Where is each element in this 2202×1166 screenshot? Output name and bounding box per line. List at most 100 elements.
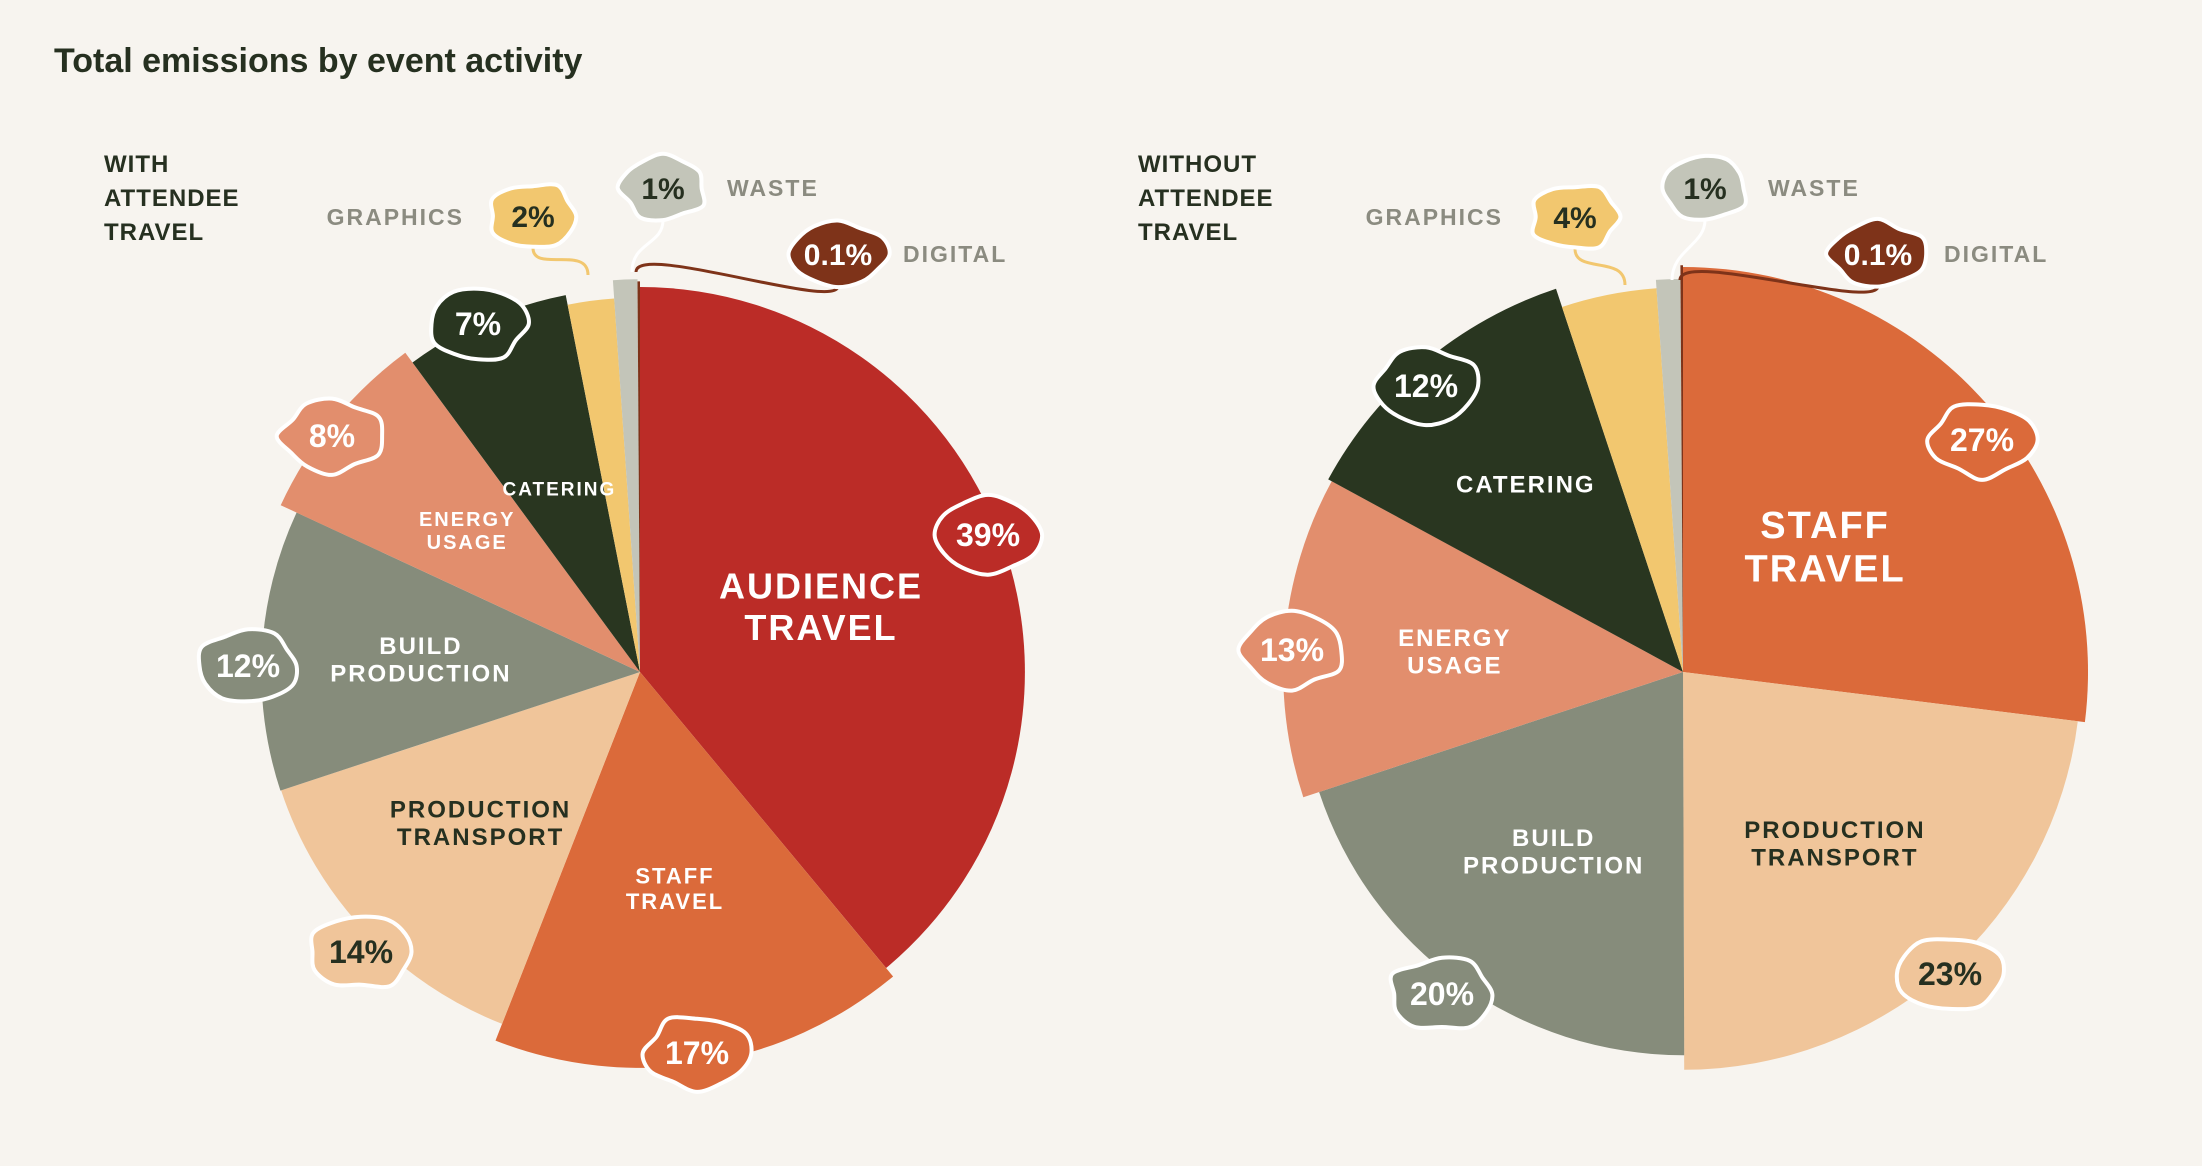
value-badge-graphics [1530,183,1623,251]
slice-production-transport [1683,672,2078,1070]
slice-digital [637,281,640,672]
condition-label-line: TRAVEL [1138,219,1238,246]
value-badge-catering [429,286,531,362]
value-badge-production-transport [1894,937,2006,1012]
slice-label-staff-travel: STAFF TRAVEL [1745,505,1906,591]
slice-label-staff-travel: STAFF TRAVEL [626,864,724,914]
slice-label-line: BUILD [1512,825,1595,852]
slice-label-production-transport: PRODUCTION TRANSPORT [1744,817,1925,872]
value-label-catering: 12% [1394,368,1458,404]
value-badge-digital [1824,216,1929,289]
value-label-build-production: 20% [1410,976,1474,1012]
leader-line-graphics [1573,248,1627,286]
value-badge-staff-travel [1925,402,2040,482]
value-badge-build-production [1388,955,1495,1031]
value-label-staff-travel: 27% [1950,422,2014,458]
value-label-production-transport: 23% [1918,956,1982,992]
slice-label-line: PRODUCTION [330,661,511,688]
slice-label-line: BUILD [379,633,462,660]
value-badge-digital [786,218,892,290]
slice-label-line: TRANSPORT [1751,845,1918,872]
external-label-digital: DIGITAL [903,241,1007,267]
slice-label-build-production: BUILD PRODUCTION [330,633,511,688]
value-badge-energy-usage [274,396,385,477]
leader-line-graphics [531,247,590,276]
value-badge-energy-usage [1236,608,1344,693]
slice-label-line: TRAVEL [1745,549,1906,591]
slice-label-line: USAGE [427,532,508,554]
value-label-build-production: 12% [216,648,280,684]
value-label-energy-usage: 13% [1260,632,1324,668]
leader-line-digital [634,262,840,294]
external-label-graphics: GRAPHICS [1366,204,1503,230]
condition-label-line: TRAVEL [104,219,204,246]
slice-label-catering: CATERING [502,479,616,500]
slice-label-line: PRODUCTION [390,797,571,824]
condition-label-line: WITHOUT [1138,151,1257,178]
value-label-graphics: 4% [1553,202,1596,235]
slice-label-line: PRODUCTION [1744,817,1925,844]
value-badge-waste [1660,153,1748,222]
slice-staff-travel [1683,267,2089,723]
slice-staff-travel [495,672,894,1068]
slice-audience-travel [640,287,1025,968]
slice-waste [1655,279,1683,672]
condition-label: WITH ATTENDEE TRAVEL [104,151,240,246]
slice-build-production [261,512,640,791]
slice-label-line: USAGE [1407,653,1502,680]
value-label-graphics: 2% [511,201,554,234]
slice-digital [1680,265,1683,672]
value-badge-waste [615,151,707,223]
value-badge-production-transport [309,914,414,990]
slice-build-production [1319,672,1685,1056]
slice-label-line: PRODUCTION [1463,853,1644,880]
slice-label-energy-usage: ENERGY USAGE [1398,625,1511,680]
slice-waste [612,279,640,672]
slice-label-line: STAFF [1760,505,1890,547]
slice-label-audience-travel: AUDIENCE TRAVEL [719,566,923,648]
slice-energy-usage [1283,481,1683,798]
value-label-digital: 0.1% [1844,239,1912,272]
slice-label-line: AUDIENCE [719,566,923,607]
value-label-waste: 1% [641,173,684,206]
leader-line-waste [630,219,665,273]
slice-label-line: TRAVEL [626,889,724,914]
condition-label-line: ATTENDEE [104,185,240,212]
value-label-staff-travel: 17% [665,1035,729,1071]
external-label-waste: WASTE [727,175,819,201]
slice-label-catering: CATERING [1456,472,1596,499]
external-label-waste: WASTE [1768,175,1860,201]
value-badge-audience-travel [932,492,1045,577]
leader-line-digital [1678,270,1880,294]
slice-label-line: CATERING [502,479,616,500]
slice-graphics [1562,288,1683,672]
leader-line-waste [1670,219,1707,281]
slice-label-line: TRANSPORT [397,824,564,851]
slice-label-line: STAFF [635,864,714,889]
condition-label-line: ATTENDEE [1138,185,1274,212]
value-badge-build-production [196,627,300,704]
value-badge-graphics [489,182,579,249]
value-label-audience-travel: 39% [956,517,1020,553]
value-badge-staff-travel [640,1015,754,1094]
value-label-catering: 7% [455,306,501,342]
slice-label-line: ENERGY [419,509,515,531]
slice-label-production-transport: PRODUCTION TRANSPORT [390,797,571,852]
slice-label-energy-usage: ENERGY USAGE [419,509,515,554]
slice-label-line: CATERING [1456,472,1596,499]
value-badge-catering [1371,345,1481,428]
value-label-waste: 1% [1683,173,1726,206]
value-label-digital: 0.1% [804,239,872,272]
value-label-production-transport: 14% [329,934,393,970]
slice-catering [412,295,640,672]
external-label-graphics: GRAPHICS [327,204,464,230]
chart-title: Total emissions by event activity [54,42,583,80]
value-label-energy-usage: 8% [309,418,355,454]
external-label-digital: DIGITAL [1944,241,2048,267]
slice-label-build-production: BUILD PRODUCTION [1463,825,1644,880]
condition-label: WITHOUT ATTENDEE TRAVEL [1138,151,1274,246]
slice-label-line: ENERGY [1398,625,1511,652]
